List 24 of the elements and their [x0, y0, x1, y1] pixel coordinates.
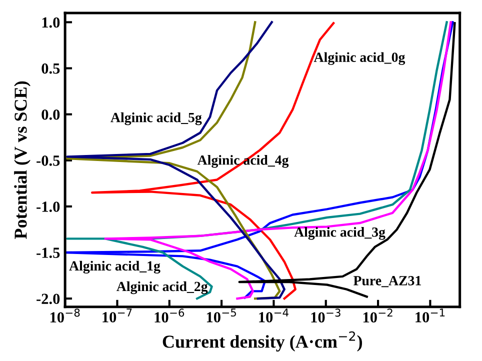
- series-label: Alginic acid_1g: [69, 260, 160, 274]
- x-tick-label: 10$^{−1}$: [416, 308, 445, 322]
- x-tick-label: 10$^{−7}$: [102, 308, 132, 322]
- x-tick-label: 10$^{−4}$: [259, 308, 288, 322]
- series-label: Alginic acid_3g: [294, 227, 386, 240]
- x-tick-label: 10$^{−5}$: [206, 308, 236, 322]
- series-label: Alginic acid_2g: [116, 281, 208, 294]
- series-label: Pure_AZ31: [353, 276, 421, 288]
- y-tick-label: -1.5: [36, 248, 60, 258]
- y-tick-label: 0.5: [42, 63, 60, 74]
- y-tick-label: 1.0: [42, 17, 60, 28]
- y-tick-label: -1.0: [36, 202, 60, 212]
- y-tick-label: -2.0: [36, 294, 60, 304]
- x-tick-label: 10$^{−3}$: [311, 308, 340, 323]
- x-tick-label: 10$^{−8}$: [50, 308, 80, 323]
- series-label: Alginic acid_5g: [110, 112, 202, 126]
- x-tick-label: 10$^{−6}$: [154, 308, 184, 323]
- x-tick-label: 10$^{−2}$: [363, 308, 392, 323]
- series-label: Alginic acid_0g: [314, 52, 406, 65]
- y-axis-title: Potential (V vs SCE): [14, 81, 30, 239]
- series-label: Alginic acid_4g: [197, 155, 289, 168]
- y-tick-label: 0.0: [42, 109, 60, 120]
- x-axis-title: Current density (A·cm$^{−2}$): [162, 331, 362, 352]
- y-tick-label: -0.5: [36, 156, 60, 166]
